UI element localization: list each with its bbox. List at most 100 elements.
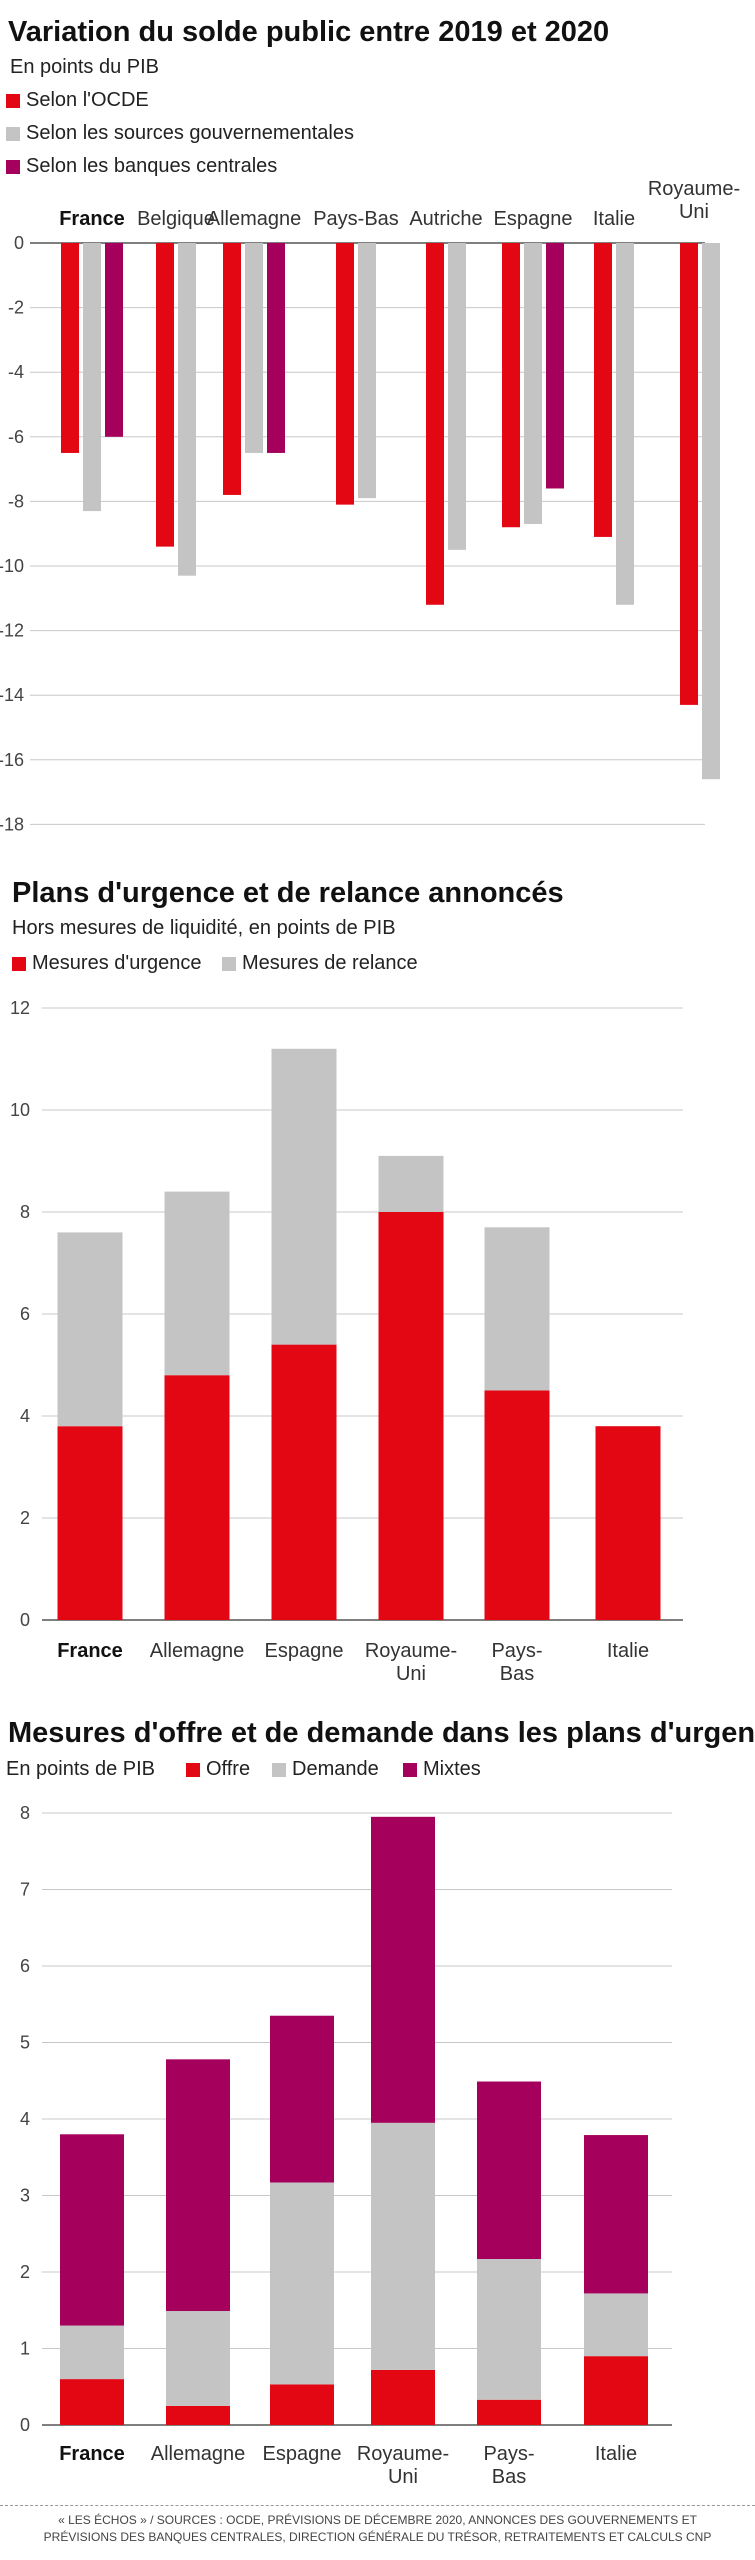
y-tick-label: -4 (8, 362, 24, 382)
bar-segment (271, 1048, 337, 1345)
bar-segment (57, 1426, 123, 1620)
footer-line-1: « LES ÉCHOS » / SOURCES : OCDE, PRÉVISIO… (58, 2513, 697, 2527)
bar-segment (378, 1212, 444, 1620)
bar-segment (60, 2379, 124, 2425)
chart3-plot: 0 1 2 3 4 5 6 7 8 France Allemagne Espagne Royaume-U… (20, 1803, 672, 2488)
y-tick-label: 0 (20, 1610, 30, 1630)
category-label: Italie (593, 208, 635, 230)
bar-segment (595, 1426, 661, 1620)
category-label: Espagne (494, 208, 573, 230)
category-label: Royaume- (365, 1640, 457, 1662)
category-label: Uni (388, 2466, 418, 2488)
y-tick-label: 12 (10, 998, 30, 1018)
legend-label: Offre (206, 1758, 251, 1780)
bar-segment (584, 2356, 648, 2425)
chart1-section: Variation du solde public entre 2019 et … (0, 0, 755, 860)
bar (245, 243, 263, 453)
bar (448, 243, 466, 550)
chart3-subtitle: En points de PIB (6, 1758, 155, 1780)
bar-segment (484, 1227, 550, 1391)
y-tick-label: 4 (20, 2109, 30, 2129)
bar (267, 243, 285, 453)
y-tick-label: 6 (20, 1304, 30, 1324)
category-label: Allemagne (207, 208, 302, 230)
legend-swatch-red (12, 956, 26, 971)
bar-segment (477, 2081, 541, 2259)
chart2-legend-item-1: Mesures d'urgence (12, 952, 201, 975)
chart1-subtitle: En points du PIB (10, 56, 159, 78)
bar-segment (477, 2399, 541, 2425)
category-label: Uni (679, 201, 709, 223)
bar (336, 243, 354, 505)
y-tick-label: 1 (20, 2339, 30, 2359)
y-tick-label: 3 (20, 2186, 30, 2206)
category-label: Allemagne (151, 2443, 246, 2465)
bar (702, 243, 720, 780)
bar (178, 243, 196, 576)
category-label: Pays- (483, 2443, 534, 2465)
category-label: France (59, 2443, 125, 2465)
y-tick-label: -2 (8, 298, 24, 318)
legend-label: Selon les banques centrales (26, 155, 278, 177)
category-label: Italie (607, 1640, 649, 1662)
bar (524, 243, 542, 525)
source-footer: « LES ÉCHOS » / SOURCES : OCDE, PRÉVISIO… (0, 2512, 755, 2546)
category-label: Uni (396, 1663, 426, 1685)
legend-swatch-grey (6, 126, 20, 141)
legend-swatch-red (6, 93, 20, 108)
y-tick-label: 4 (20, 1406, 30, 1426)
bar (616, 243, 634, 605)
y-tick-label: 8 (20, 1202, 30, 1222)
bar (61, 243, 79, 453)
legend-swatch-purple (6, 159, 20, 174)
footer-line-2: PRÉVISIONS DES BANQUES CENTRALES, DIRECT… (43, 2530, 712, 2544)
legend-label: Demande (292, 1758, 379, 1780)
chart1-legend-item-2: Selon les sources gouvernementales (6, 122, 354, 145)
legend-swatch-grey (222, 956, 236, 971)
chart1-legend-item-1: Selon l'OCDE (6, 89, 149, 112)
category-label: Pays- (491, 1640, 542, 1662)
bar (426, 243, 444, 605)
chart2-title: Plans d'urgence et de relance annoncés (12, 877, 564, 909)
y-tick-label: -16 (0, 750, 24, 770)
bar (358, 243, 376, 499)
category-label: Pays-Bas (313, 208, 399, 230)
bar (546, 243, 564, 489)
category-label: Espagne (263, 2443, 342, 2465)
bar (680, 243, 698, 705)
y-tick-label: -12 (0, 621, 24, 641)
bar-segment (166, 2059, 230, 2312)
bar-segment (164, 1191, 230, 1376)
footer-divider (0, 2505, 755, 2506)
bar-segment (270, 2182, 334, 2385)
legend-label: Selon l'OCDE (26, 89, 149, 111)
legend-label: Mixtes (423, 1758, 481, 1780)
y-tick-label: 10 (10, 1100, 30, 1120)
chart2-plot: 0 2 4 6 8 10 12 France Allemagne Espagne Royaume-U… (10, 998, 683, 1685)
y-tick-label: 8 (20, 1803, 30, 1823)
category-label: Royaume- (357, 2443, 449, 2465)
y-tick-label: -6 (8, 427, 24, 447)
bar (223, 243, 241, 495)
chart2-subtitle: Hors mesures de liquidité, en points de … (12, 917, 396, 939)
y-tick-label: 2 (20, 2262, 30, 2282)
legend-label: Mesures de relance (242, 952, 418, 974)
legend-label: Mesures d'urgence (32, 952, 202, 974)
bar (502, 243, 520, 528)
legend-swatch-red (186, 1762, 200, 1777)
y-tick-label: 0 (20, 2415, 30, 2435)
y-tick-label: -10 (0, 556, 24, 576)
y-tick-label: -18 (0, 814, 24, 834)
chart1-plot: 0 -2 -4 -6 -8 -10 -12 -14 -16 -18 France BelgiqueAl… (0, 178, 740, 834)
bar-segment (164, 1375, 230, 1620)
y-tick-label: 2 (20, 1508, 30, 1528)
y-tick-label: -8 (8, 491, 24, 511)
legend-swatch-grey (272, 1762, 286, 1777)
chart1-title: Variation du solde public entre 2019 et … (8, 16, 610, 48)
chart3-legend-item-3: Mixtes (403, 1758, 481, 1781)
bar-segment (378, 1155, 444, 1212)
bar-segment (166, 2405, 230, 2425)
legend-swatch-purple (403, 1762, 417, 1777)
bar-segment (60, 2325, 124, 2380)
category-label: Autriche (409, 208, 482, 230)
